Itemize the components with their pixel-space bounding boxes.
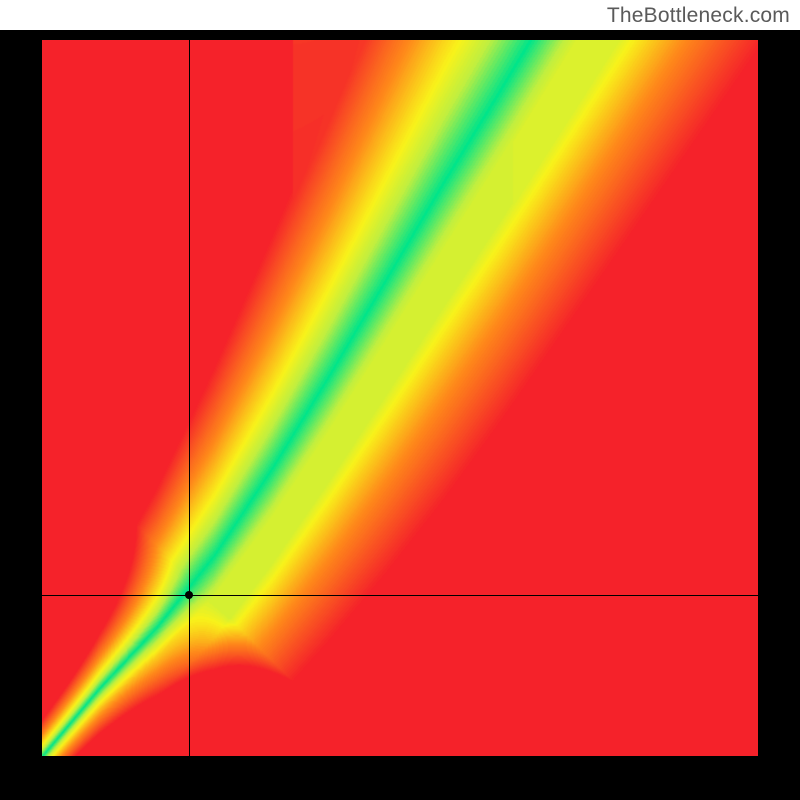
crosshair-vertical [189, 40, 190, 756]
chart-frame [0, 30, 800, 800]
watermark-text: TheBottleneck.com [607, 4, 790, 28]
crosshair-point [185, 591, 193, 599]
heatmap-plot [42, 40, 758, 756]
heatmap-canvas [42, 40, 758, 756]
crosshair-horizontal [42, 595, 758, 596]
